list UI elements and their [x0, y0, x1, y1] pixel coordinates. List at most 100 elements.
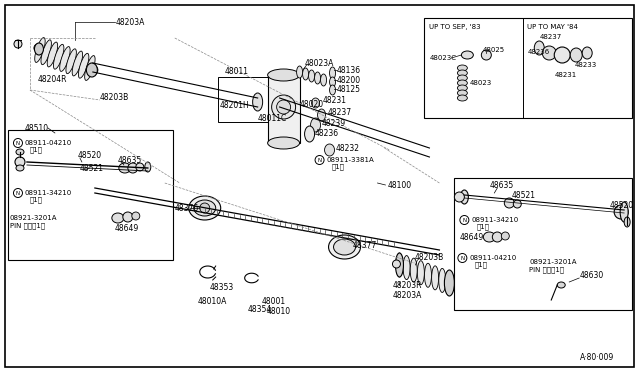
- Ellipse shape: [200, 203, 210, 213]
- Ellipse shape: [458, 95, 467, 101]
- Text: 48376: 48376: [175, 203, 199, 212]
- Ellipse shape: [305, 126, 315, 142]
- Text: 48521: 48521: [511, 190, 535, 199]
- Text: 48237: 48237: [328, 108, 351, 116]
- Circle shape: [458, 253, 467, 263]
- Text: 48233: 48233: [574, 62, 596, 68]
- Text: （1）: （1）: [474, 262, 487, 268]
- Ellipse shape: [119, 163, 131, 173]
- Ellipse shape: [253, 93, 262, 111]
- Text: 48353: 48353: [210, 283, 234, 292]
- Text: N: N: [16, 141, 20, 145]
- Ellipse shape: [35, 38, 45, 62]
- Ellipse shape: [458, 80, 467, 86]
- Text: 48125: 48125: [337, 84, 360, 93]
- Text: 48377: 48377: [353, 241, 377, 250]
- Ellipse shape: [570, 48, 582, 62]
- Text: 48237: 48237: [540, 34, 561, 40]
- Ellipse shape: [296, 66, 303, 78]
- Text: 48354: 48354: [248, 305, 272, 314]
- Text: 48635: 48635: [118, 155, 142, 164]
- Text: 08911-34210: 08911-34210: [25, 190, 72, 196]
- Ellipse shape: [461, 51, 474, 59]
- Circle shape: [614, 205, 628, 219]
- Circle shape: [13, 138, 22, 148]
- Ellipse shape: [460, 190, 468, 204]
- Text: 48649: 48649: [460, 232, 484, 241]
- Ellipse shape: [271, 95, 296, 119]
- Text: 48025: 48025: [483, 47, 504, 53]
- Text: 48231: 48231: [554, 72, 577, 78]
- Ellipse shape: [145, 162, 151, 172]
- Text: 48649: 48649: [115, 224, 139, 232]
- Ellipse shape: [620, 202, 628, 222]
- Ellipse shape: [624, 217, 630, 227]
- Ellipse shape: [504, 198, 515, 208]
- Bar: [268, 75, 300, 143]
- Ellipse shape: [268, 137, 300, 149]
- Text: 48204R: 48204R: [38, 74, 67, 83]
- Text: 08921-3201A: 08921-3201A: [529, 259, 577, 265]
- Ellipse shape: [268, 69, 300, 81]
- Ellipse shape: [86, 63, 97, 77]
- Text: 48635: 48635: [490, 180, 513, 189]
- Text: UP TO SEP, '83: UP TO SEP, '83: [429, 24, 481, 30]
- Text: 48203R: 48203R: [392, 280, 422, 289]
- Ellipse shape: [54, 44, 64, 69]
- Ellipse shape: [410, 258, 417, 282]
- Bar: [218, 77, 283, 122]
- Ellipse shape: [458, 75, 467, 81]
- Text: 48023A: 48023A: [305, 58, 334, 67]
- Bar: [454, 178, 632, 310]
- Ellipse shape: [492, 232, 502, 242]
- Text: 48203B: 48203B: [415, 253, 444, 262]
- Circle shape: [454, 192, 465, 202]
- Text: 48200: 48200: [337, 76, 361, 84]
- Ellipse shape: [60, 46, 70, 71]
- Ellipse shape: [47, 42, 58, 67]
- Ellipse shape: [330, 67, 335, 79]
- Text: 48520: 48520: [609, 201, 634, 209]
- Ellipse shape: [84, 55, 95, 80]
- Ellipse shape: [276, 100, 291, 114]
- Text: 48020: 48020: [300, 99, 324, 109]
- Ellipse shape: [321, 74, 326, 86]
- Ellipse shape: [483, 232, 495, 242]
- Bar: [424, 18, 632, 118]
- Ellipse shape: [458, 70, 467, 76]
- Ellipse shape: [458, 65, 467, 71]
- Text: 08911-04210: 08911-04210: [25, 140, 72, 146]
- Ellipse shape: [417, 261, 424, 285]
- Ellipse shape: [16, 149, 24, 155]
- Circle shape: [13, 189, 22, 198]
- Text: 48521: 48521: [80, 164, 104, 173]
- Ellipse shape: [333, 239, 355, 255]
- Ellipse shape: [308, 70, 315, 82]
- Ellipse shape: [112, 213, 124, 223]
- Text: 48136: 48136: [337, 65, 361, 74]
- Ellipse shape: [458, 90, 467, 96]
- Text: N: N: [462, 218, 467, 222]
- Ellipse shape: [557, 282, 565, 288]
- Text: 48100: 48100: [387, 180, 412, 189]
- Text: UP TO MAY '84: UP TO MAY '84: [527, 24, 578, 30]
- Ellipse shape: [501, 232, 509, 240]
- Ellipse shape: [328, 235, 360, 259]
- Text: 48231: 48231: [323, 96, 346, 105]
- Circle shape: [34, 44, 42, 52]
- Ellipse shape: [128, 163, 138, 173]
- Ellipse shape: [310, 118, 321, 132]
- Text: 48236: 48236: [527, 49, 550, 55]
- Text: PIN ピン（1）: PIN ピン（1）: [529, 267, 564, 273]
- Ellipse shape: [324, 144, 335, 156]
- Ellipse shape: [41, 40, 51, 65]
- Circle shape: [481, 50, 492, 60]
- Circle shape: [15, 157, 25, 167]
- Ellipse shape: [458, 85, 467, 91]
- Text: 08921-3201A: 08921-3201A: [10, 215, 58, 221]
- Ellipse shape: [330, 77, 335, 87]
- Ellipse shape: [439, 269, 445, 292]
- Ellipse shape: [542, 46, 556, 60]
- Ellipse shape: [123, 212, 133, 222]
- Text: 48023: 48023: [469, 80, 492, 86]
